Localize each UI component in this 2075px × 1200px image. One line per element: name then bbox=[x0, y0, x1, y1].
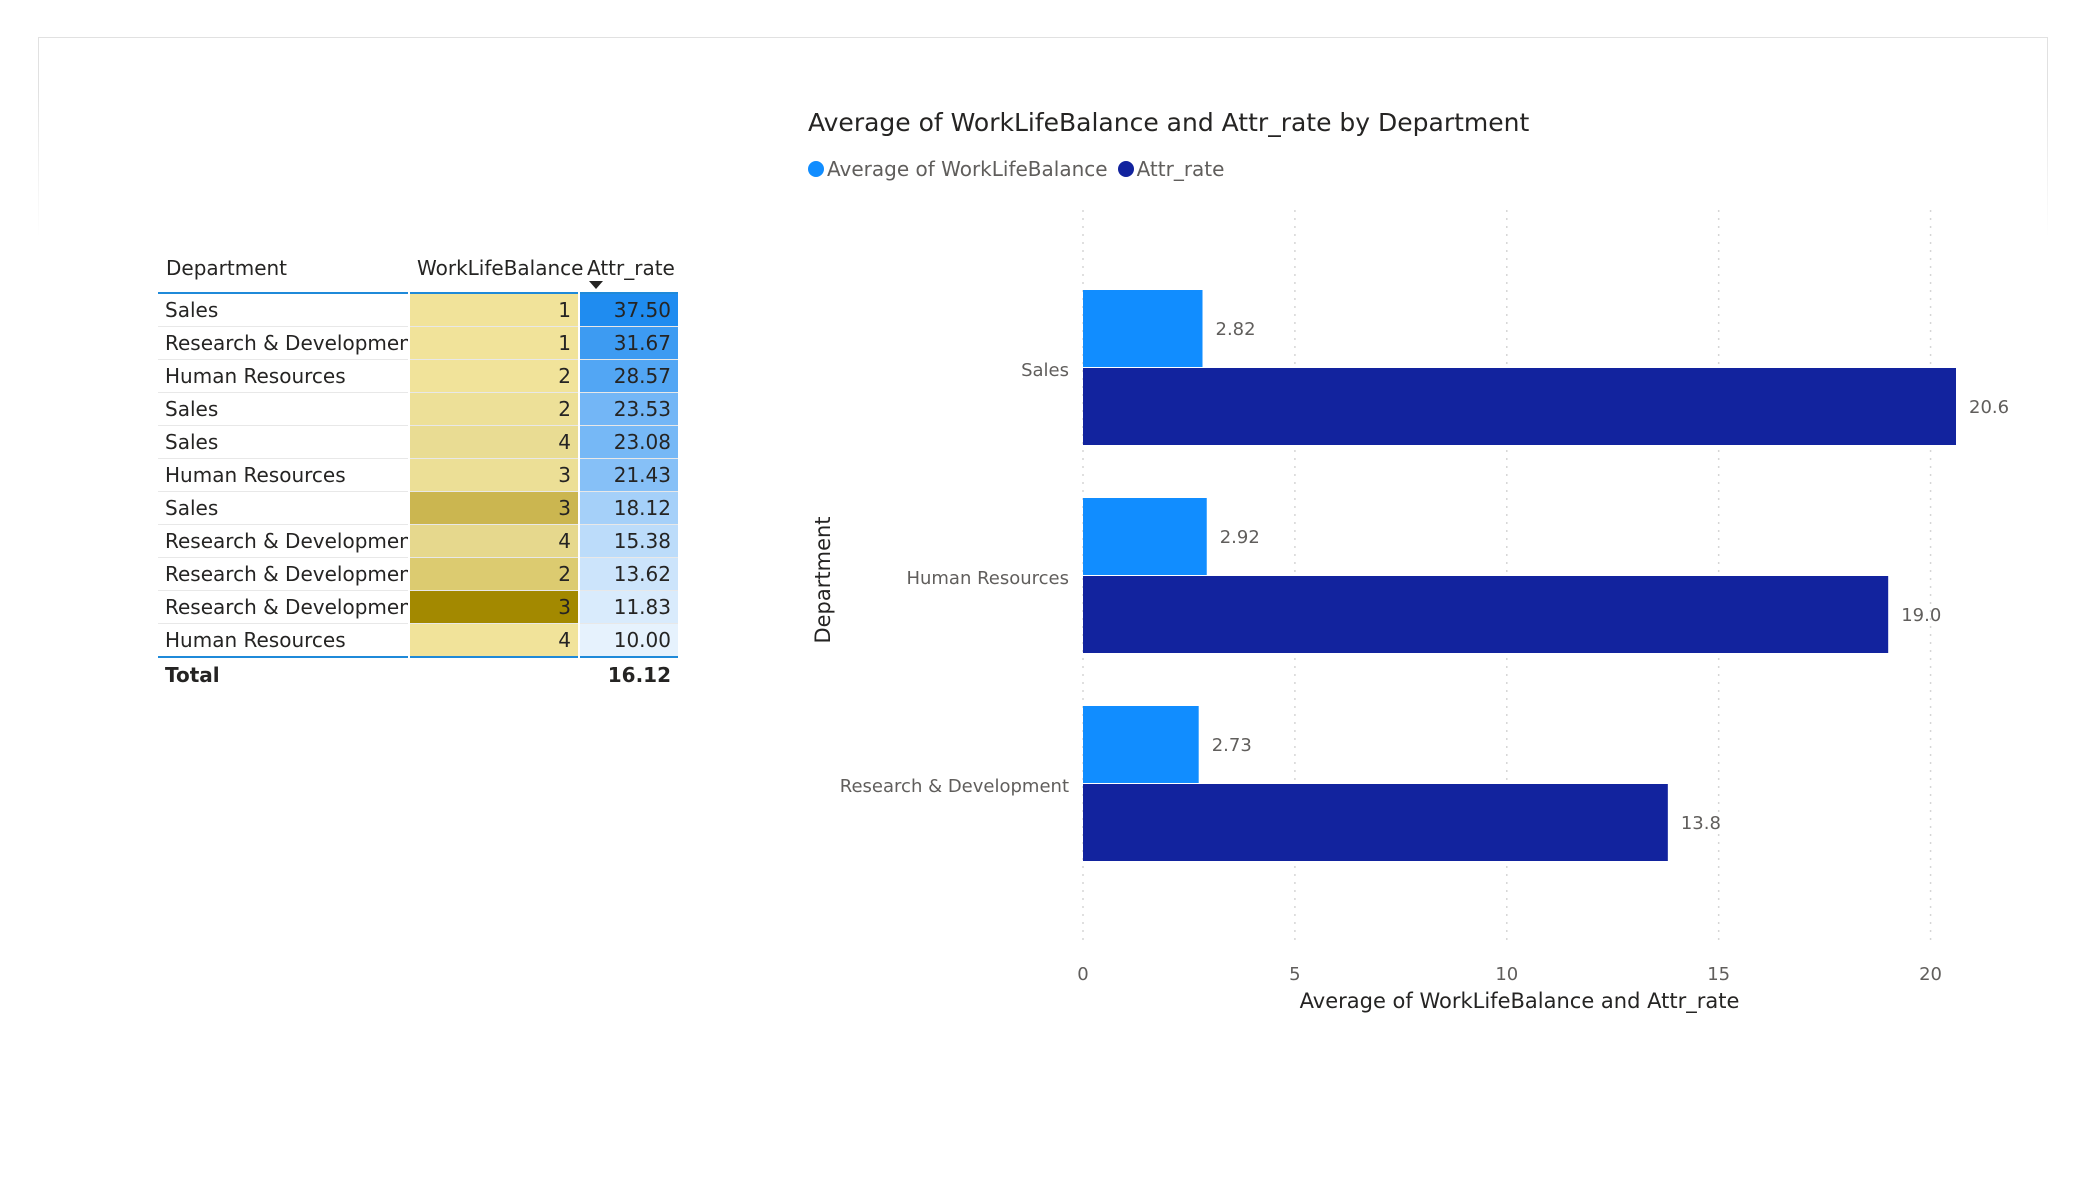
y-axis-title: Department bbox=[811, 516, 835, 643]
cell-department: Research & Development bbox=[158, 524, 409, 558]
cell-worklifebalance: 2 bbox=[408, 392, 579, 426]
x-tick-label: 0 bbox=[1077, 964, 1088, 985]
legend-dot-attr-rate bbox=[1117, 161, 1134, 177]
visual-frame-fade bbox=[37, 90, 2052, 300]
cell-department: Research & Development bbox=[158, 590, 409, 624]
cell-worklifebalance: 4 bbox=[408, 623, 579, 658]
cell-attr-rate: 11.83 bbox=[578, 590, 678, 624]
cell-worklifebalance: 2 bbox=[408, 557, 579, 591]
table-header-row: Department WorkLifeBalance Attr_rate bbox=[158, 244, 678, 293]
table-row[interactable]: Research & Development 1 31.67 bbox=[158, 326, 678, 360]
cell-attr-rate: 13.62 bbox=[578, 557, 678, 591]
cell-attr-rate: 10.00 bbox=[578, 623, 678, 658]
cell-department: Human Resources bbox=[158, 623, 409, 658]
legend-label-attr-rate: Attr_rate bbox=[1136, 157, 1225, 181]
table-row[interactable]: Human Resources 2 28.57 bbox=[158, 359, 678, 393]
sort-descending-icon[interactable] bbox=[589, 281, 603, 289]
table-row[interactable]: Sales 2 23.53 bbox=[158, 392, 678, 426]
bar bbox=[1083, 498, 1207, 575]
y-category-label: Research & Development bbox=[840, 776, 1069, 797]
cell-department: Human Resources bbox=[158, 359, 409, 393]
cell-department: Sales bbox=[158, 293, 409, 327]
bar bbox=[1083, 784, 1668, 861]
table-row[interactable]: Research & Development 4 15.38 bbox=[158, 524, 678, 558]
data-label: 2.82 bbox=[1216, 319, 1256, 340]
x-tick-label: 20 bbox=[1919, 964, 1942, 985]
data-label: 19.0 bbox=[1901, 605, 1941, 626]
attrition-matrix[interactable]: Department WorkLifeBalance Attr_rate Sal… bbox=[158, 244, 678, 692]
data-label: 2.92 bbox=[1220, 527, 1260, 548]
x-tick-label: 5 bbox=[1289, 964, 1300, 985]
legend-item-attr-rate[interactable]: Attr_rate bbox=[1117, 157, 1225, 181]
table-row[interactable]: Sales 3 18.12 bbox=[158, 491, 678, 525]
x-tick-label: 15 bbox=[1707, 964, 1730, 985]
data-label: 2.73 bbox=[1212, 735, 1252, 756]
cell-department: Sales bbox=[158, 392, 409, 426]
total-label: Total bbox=[165, 663, 220, 687]
cell-worklifebalance: 1 bbox=[408, 326, 579, 360]
cell-department: Sales bbox=[158, 491, 409, 525]
cell-worklifebalance: 2 bbox=[408, 359, 579, 393]
cell-worklifebalance: 4 bbox=[408, 425, 579, 459]
table-row[interactable]: Human Resources 3 21.43 bbox=[158, 458, 678, 492]
cell-attr-rate: 21.43 bbox=[578, 458, 678, 492]
y-category-label: Human Resources bbox=[906, 568, 1069, 589]
cell-attr-rate: 28.57 bbox=[578, 359, 678, 393]
cell-department: Research & Development bbox=[158, 326, 409, 360]
cell-attr-rate: 15.38 bbox=[578, 524, 678, 558]
bar bbox=[1083, 290, 1203, 367]
legend-dot-worklifebalance bbox=[808, 161, 824, 177]
table-row[interactable]: Research & Development 2 13.62 bbox=[158, 557, 678, 591]
cell-worklifebalance: 3 bbox=[408, 458, 579, 492]
header-department[interactable]: Department bbox=[166, 256, 288, 280]
data-label: 20.6 bbox=[1969, 397, 2009, 418]
x-axis-title: Average of WorkLifeBalance and Attr_rate bbox=[1300, 989, 1740, 1014]
cell-worklifebalance: 4 bbox=[408, 524, 579, 558]
x-tick-label: 10 bbox=[1495, 964, 1518, 985]
cell-attr-rate: 18.12 bbox=[578, 491, 678, 525]
table-row[interactable]: Sales 1 37.50 bbox=[158, 293, 678, 327]
cell-department: Human Resources bbox=[158, 458, 409, 492]
table-row[interactable]: Human Resources 4 10.00 bbox=[158, 623, 678, 658]
cell-attr-rate: 23.53 bbox=[578, 392, 678, 426]
cell-department: Sales bbox=[158, 425, 409, 459]
header-attr-rate[interactable]: Attr_rate bbox=[579, 244, 678, 293]
cell-attr-rate: 37.50 bbox=[578, 293, 678, 327]
table-row[interactable]: Research & Development 3 11.83 bbox=[158, 590, 678, 624]
bar bbox=[1083, 576, 1889, 653]
header-worklifebalance[interactable]: WorkLifeBalance bbox=[417, 256, 584, 280]
cell-department: Research & Development bbox=[158, 557, 409, 591]
legend-item-worklifebalance[interactable]: Average of WorkLifeBalance bbox=[808, 157, 1108, 181]
cell-worklifebalance: 1 bbox=[408, 293, 579, 327]
legend-label-worklifebalance: Average of WorkLifeBalance bbox=[827, 157, 1108, 181]
bar bbox=[1083, 368, 1956, 445]
header-attr-rate-label: Attr_rate bbox=[587, 256, 675, 280]
data-label: 13.8 bbox=[1681, 813, 1721, 834]
chart-legend: Average of WorkLifeBalance Attr_rate bbox=[808, 157, 1224, 181]
cell-worklifebalance: 3 bbox=[408, 491, 579, 525]
cell-attr-rate: 31.67 bbox=[578, 326, 678, 360]
bar bbox=[1083, 706, 1199, 783]
cell-worklifebalance: 3 bbox=[408, 590, 579, 624]
table-total-row: Total 16.12 bbox=[158, 657, 678, 692]
table-row[interactable]: Sales 4 23.08 bbox=[158, 425, 678, 459]
y-category-label: Sales bbox=[1021, 360, 1069, 381]
chart-title: Average of WorkLifeBalance and Attr_rate… bbox=[808, 108, 1530, 137]
total-attr: 16.12 bbox=[578, 657, 678, 692]
cell-attr-rate: 23.08 bbox=[578, 425, 678, 459]
